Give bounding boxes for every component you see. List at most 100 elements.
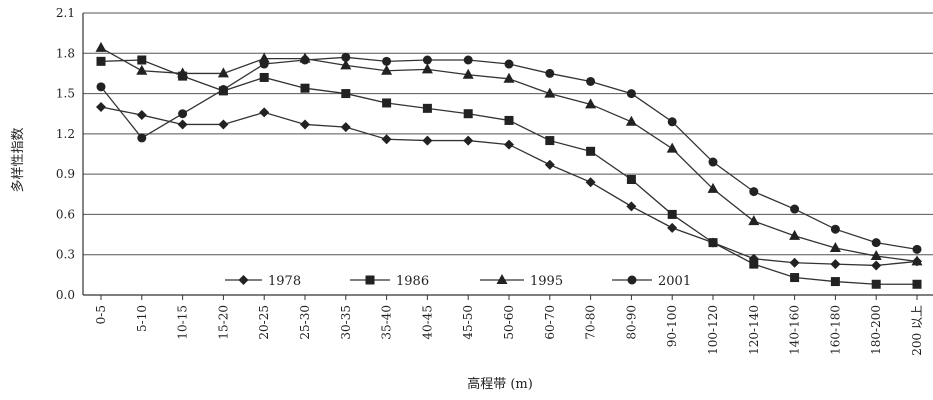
data-point-1978 [667,222,678,233]
series-line-1978 [100,106,918,267]
x-tick-label: 25-30 [298,305,312,340]
data-point-1978 [789,257,800,268]
legend-label: 1995 [530,274,563,289]
data-point-1995 [666,142,678,153]
data-point-2001 [178,109,188,119]
data-point-1986 [626,175,636,185]
data-point-2001 [422,55,432,65]
legend-label: 1986 [396,274,429,289]
data-point-1986 [463,109,473,119]
data-point-1978 [585,177,596,188]
x-tick-label: 50-60 [502,305,516,340]
data-point-1995 [585,98,597,109]
data-point-1986 [708,238,718,248]
x-tick-label: 140-160 [788,305,802,355]
x-tick-label: 0-5 [94,305,108,324]
y-tick-label: 1.2 [56,127,75,141]
x-tick-label: 10-15 [176,305,190,340]
y-tick-label: 1.5 [56,87,75,101]
data-point-1986 [422,103,432,113]
data-point-1995 [421,63,433,74]
data-point-1986 [504,115,514,125]
legend-marker [365,275,375,285]
data-point-1978 [259,107,270,118]
data-point-2001 [667,117,677,127]
y-tick-label: 1.8 [56,46,75,60]
data-point-1986 [749,259,759,269]
data-point-1986 [790,273,800,283]
data-point-1986 [830,277,840,287]
data-point-1995 [340,59,352,70]
data-point-1978 [177,119,188,130]
x-tick-label: 45-50 [461,305,475,340]
data-point-1995 [829,242,841,252]
data-point-1986 [871,279,881,289]
data-point-1978 [218,119,229,130]
data-point-1986 [341,89,351,99]
data-point-2001 [259,59,269,69]
data-point-1995 [95,41,107,52]
y-tick-label: 0.0 [56,288,75,302]
x-tick-label: 80-90 [624,305,638,340]
data-point-1995 [136,64,148,75]
data-point-2001 [830,224,840,234]
legend-marker [238,275,249,285]
x-tick-label: 60-70 [543,305,557,340]
data-point-2001 [341,52,351,62]
data-point-2001 [790,204,800,214]
data-point-1978 [136,110,147,121]
y-tick-label: 0.6 [56,207,75,221]
data-point-1995 [707,182,719,193]
data-point-1978 [504,139,514,150]
x-tick-label: 100-120 [706,305,720,355]
x-tick-label: 30-35 [339,305,353,340]
data-point-2001 [871,238,881,248]
data-point-1978 [422,135,433,146]
data-point-1978 [340,122,351,133]
data-point-1995 [789,229,801,240]
data-point-1986 [137,55,147,65]
data-point-1995 [911,255,923,266]
data-point-1995 [544,87,556,98]
data-point-1995 [748,215,760,226]
data-point-2001 [504,59,514,69]
data-point-1995 [462,68,474,79]
data-point-1995 [503,72,515,83]
x-tick-label: 35-40 [380,305,394,340]
x-tick-label: 120-140 [747,305,761,355]
x-tick-label: 90-100 [665,305,679,347]
x-tick-label: 15-20 [216,305,230,340]
data-point-1995 [870,250,882,261]
legend-marker [496,274,508,284]
legend-label: 2001 [658,274,691,289]
data-point-2001 [708,157,718,167]
data-point-1986 [259,72,269,82]
data-point-1986 [667,209,677,219]
y-tick-label: 0.3 [56,248,75,262]
data-point-1995 [258,52,270,63]
data-point-1995 [217,67,229,78]
data-point-2001 [749,187,759,197]
data-point-1978 [830,259,841,270]
data-point-2001 [912,244,922,254]
data-point-1978 [300,119,310,130]
x-tick-label: 200 以上 [910,305,924,356]
data-point-2001 [137,133,147,143]
data-point-2001 [300,55,310,65]
data-point-1978 [463,135,474,146]
data-point-1986 [96,56,106,66]
data-point-1978 [626,201,637,212]
x-axis-label: 高程带 (m) [467,376,533,392]
legend-label: 1978 [268,274,301,289]
data-point-1986 [586,146,596,156]
x-tick-label: 70-80 [584,305,598,340]
data-point-2001 [218,85,228,95]
x-tick-label: 180-200 [869,305,883,355]
y-tick-label: 2.1 [56,6,75,20]
data-point-1995 [177,67,189,78]
legend-marker [627,275,637,285]
y-axis-label: 多样性指数 [10,127,26,192]
data-point-2001 [626,89,636,99]
